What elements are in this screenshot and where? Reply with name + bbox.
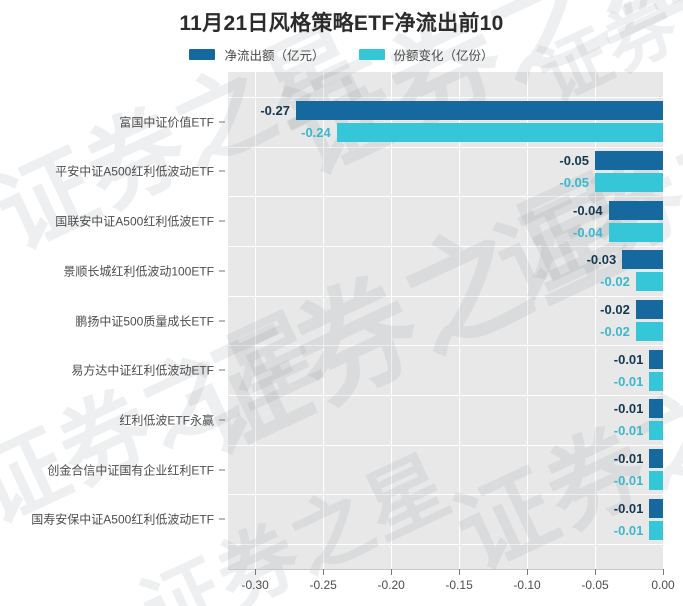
bar-share-change[interactable] — [635, 322, 663, 341]
bar-value-label-share-change: -0.02 — [600, 274, 630, 290]
gridline-vertical — [527, 72, 528, 569]
x-axis-tick-label: -0.25 — [309, 578, 337, 592]
x-axis-tick-label: -0.05 — [581, 578, 609, 592]
gridline-horizontal — [228, 544, 663, 545]
x-axis-tick-mark — [323, 569, 324, 575]
bar-value-label-net-outflow: -0.01 — [613, 451, 644, 467]
bar-value-label-net-outflow: -0.01 — [613, 351, 644, 367]
y-axis-tick-mark — [219, 220, 225, 222]
bar-net-outflow[interactable] — [649, 399, 663, 419]
y-axis-tick-mark — [219, 419, 225, 421]
bar-value-label-share-change: -0.01 — [613, 473, 644, 489]
legend-label-net-outflow: 净流出额（亿元） — [224, 49, 325, 63]
bar-value-label-share-change: -0.01 — [613, 373, 644, 389]
x-axis-tick-mark — [527, 569, 528, 575]
bar-share-change[interactable] — [336, 123, 663, 143]
x-axis-tick-mark — [663, 569, 664, 575]
page-title: 11月21日风格策略ETF净流出前10 — [179, 12, 504, 35]
bar-value-label-share-change: -0.05 — [559, 174, 590, 190]
legend-item-share-change[interactable]: 份额变化（亿份） — [358, 45, 494, 64]
plot-area — [228, 72, 664, 569]
x-axis-tick-mark — [255, 569, 256, 575]
gridline-horizontal — [228, 395, 663, 396]
y-axis-tick-label: 景顺长城红利低波动100ETF — [63, 264, 214, 279]
gridline-horizontal — [228, 296, 663, 297]
legend-swatch-share-change — [358, 49, 385, 60]
y-axis-tick-label: 鹏扬中证500质量成长ETF — [75, 314, 214, 328]
gridline-horizontal — [228, 97, 663, 98]
bar-value-label-net-outflow: -0.02 — [600, 302, 630, 317]
y-axis-tick-mark — [219, 469, 225, 471]
y-axis-tick-mark — [219, 270, 225, 272]
bar-net-outflow[interactable] — [595, 150, 663, 170]
bar-value-label-share-change: -0.01 — [613, 522, 644, 538]
gridline-vertical — [255, 72, 256, 569]
y-axis-tick-mark — [219, 369, 225, 371]
y-axis: 富国中证价值ETF 平安中证A500红利低波动ETF 国联安中证A500红利低波ET… — [0, 72, 228, 569]
x-axis-tick-label: -0.15 — [445, 578, 473, 592]
gridline-horizontal — [228, 196, 663, 197]
legend-label-share-change: 份额变化（亿份） — [393, 49, 494, 63]
gridline-vertical — [323, 72, 324, 569]
bar-share-change[interactable] — [649, 421, 663, 441]
bar-value-label-share-change: -0.01 — [613, 423, 644, 439]
y-axis-tick-mark — [219, 320, 225, 321]
y-axis-tick-label: 红利低波ETF永赢 — [119, 413, 214, 428]
y-axis-tick-label: 国寿安保中证A500红利低波动ETF — [31, 512, 214, 527]
bar-value-label-net-outflow: -0.27 — [260, 103, 290, 119]
bars-layer: -0.27 -0.24 -0.05 -0.05 -0.04 -0.04 -0.03 -0.02… — [228, 72, 663, 569]
x-axis-tick-label: -0.30 — [241, 578, 269, 592]
bar-net-outflow[interactable] — [649, 349, 663, 369]
bar-share-change[interactable] — [635, 272, 663, 292]
bar-share-change[interactable] — [649, 471, 663, 491]
x-axis-tick-label: 0.00 — [651, 578, 675, 592]
bar-value-label-net-outflow: -0.01 — [613, 401, 644, 417]
bar-value-label-net-outflow: -0.03 — [586, 252, 617, 268]
bar-value-label-share-change: -0.02 — [600, 324, 630, 339]
legend-swatch-net-outflow — [189, 49, 216, 60]
gridline-horizontal — [228, 494, 663, 495]
chart-legend: 净流出额（亿元） 份额变化（亿份） — [0, 45, 683, 64]
bar-net-outflow[interactable] — [622, 250, 663, 270]
x-axis-tick-mark — [595, 569, 596, 575]
gridline-vertical — [459, 72, 460, 569]
bar-value-label-net-outflow: -0.05 — [559, 152, 590, 168]
bar-net-outflow[interactable] — [649, 498, 663, 518]
x-axis-tick-mark — [459, 569, 460, 575]
gridline-vertical — [595, 72, 596, 569]
y-axis-tick-label: 创金合信中证国有企业红利ETF — [47, 463, 214, 478]
bar-value-label-net-outflow: -0.01 — [613, 500, 644, 516]
bar-share-change[interactable] — [608, 222, 663, 242]
x-axis-tick-label: -0.20 — [377, 578, 405, 592]
bar-share-change[interactable] — [649, 371, 663, 391]
x-axis-line — [228, 569, 663, 570]
y-axis-tick-label: 国联安中证A500红利低波ETF — [55, 214, 214, 229]
y-axis-tick-mark — [219, 121, 225, 123]
bar-value-label-net-outflow: -0.04 — [572, 202, 603, 218]
y-axis-tick-label: 平安中证A500红利低波动ETF — [55, 164, 214, 179]
bar-net-outflow[interactable] — [608, 200, 663, 220]
bar-value-label-share-change: -0.24 — [301, 125, 331, 141]
y-axis-tick-label: 富国中证价值ETF — [119, 115, 214, 130]
gridline-horizontal — [228, 445, 663, 446]
legend-item-net-outflow[interactable]: 净流出额（亿元） — [189, 45, 325, 64]
gridline-horizontal — [228, 345, 663, 346]
x-axis-tick-mark — [391, 569, 392, 575]
bar-net-outflow[interactable] — [635, 300, 663, 319]
y-axis-tick-label: 易方达中证红利低波动ETF — [71, 363, 214, 378]
bar-net-outflow[interactable] — [295, 101, 663, 121]
bar-value-label-share-change: -0.04 — [572, 224, 603, 240]
gridline-vertical — [391, 72, 392, 569]
bar-share-change[interactable] — [595, 172, 663, 192]
gridline-vertical — [663, 72, 664, 569]
x-axis-tick-label: -0.10 — [513, 578, 541, 592]
x-axis: -0.30 -0.25 -0.20 -0.15 -0.10 -0.05 0.00 — [228, 569, 675, 606]
y-axis-tick-mark — [219, 170, 225, 172]
gridline-horizontal — [228, 147, 663, 148]
bar-share-change[interactable] — [649, 520, 663, 540]
bar-net-outflow[interactable] — [649, 449, 663, 469]
gridline-horizontal — [228, 246, 663, 247]
y-axis-tick-mark — [219, 518, 225, 520]
